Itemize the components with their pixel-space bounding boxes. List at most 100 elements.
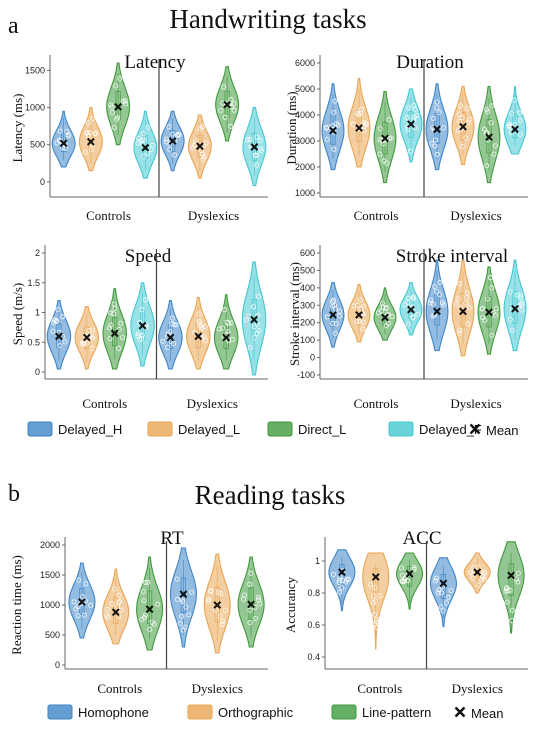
data-point bbox=[384, 160, 390, 166]
data-point bbox=[436, 109, 442, 115]
data-point bbox=[440, 608, 446, 614]
mean-marker bbox=[439, 579, 448, 588]
chart-title: Speed bbox=[125, 246, 172, 267]
mean-marker bbox=[338, 568, 346, 577]
data-point bbox=[203, 140, 209, 146]
data-point bbox=[258, 146, 264, 152]
data-point bbox=[463, 300, 469, 306]
data-point bbox=[435, 590, 441, 596]
y-tick-label: 1000 bbox=[295, 188, 315, 198]
data-point bbox=[509, 607, 515, 613]
data-point bbox=[398, 565, 404, 571]
legend-swatch bbox=[267, 421, 293, 437]
data-point bbox=[192, 329, 198, 335]
mean-marker bbox=[138, 321, 147, 330]
data-point bbox=[456, 330, 462, 336]
data-point bbox=[511, 97, 517, 103]
data-point bbox=[231, 101, 237, 107]
y-tick-label: -100 bbox=[297, 370, 315, 380]
legend-item-delayed-l: Delayed_L bbox=[147, 421, 240, 437]
y-axis-label: Stroke interval (ms) bbox=[287, 262, 302, 366]
data-point bbox=[116, 345, 122, 351]
data-point bbox=[75, 613, 81, 619]
data-point bbox=[380, 304, 386, 310]
data-point bbox=[441, 302, 447, 308]
data-point bbox=[410, 296, 416, 302]
data-point bbox=[231, 107, 237, 113]
data-point bbox=[222, 607, 228, 613]
mean-marker bbox=[111, 608, 120, 617]
data-point bbox=[116, 326, 122, 332]
data-point bbox=[493, 306, 499, 312]
data-point bbox=[410, 294, 416, 300]
mean-marker bbox=[407, 305, 415, 314]
y-tick-label: 0.4 bbox=[307, 652, 320, 662]
data-point bbox=[225, 329, 231, 335]
data-point bbox=[485, 296, 491, 302]
data-point bbox=[491, 151, 497, 157]
data-point bbox=[439, 590, 445, 596]
data-point bbox=[248, 570, 254, 576]
data-point bbox=[89, 345, 95, 351]
data-point bbox=[337, 589, 343, 595]
violin-direct-l-controls bbox=[373, 287, 397, 341]
data-point bbox=[387, 135, 393, 141]
data-point bbox=[331, 146, 337, 152]
data-point bbox=[434, 99, 440, 105]
data-point bbox=[189, 145, 195, 151]
mean-marker bbox=[329, 126, 337, 135]
data-point bbox=[84, 130, 90, 136]
data-point bbox=[339, 585, 345, 591]
data-point bbox=[464, 290, 470, 296]
y-tick-label: 4000 bbox=[295, 110, 315, 120]
data-point bbox=[519, 300, 525, 306]
violin-delayed-h-dyslexics bbox=[158, 300, 183, 370]
data-point bbox=[430, 115, 436, 121]
data-point bbox=[93, 130, 99, 136]
data-point bbox=[199, 124, 205, 130]
chart-title: ACC bbox=[402, 528, 441, 549]
violin-orthographic-dyslexics bbox=[463, 552, 491, 594]
violin-box bbox=[251, 132, 257, 161]
y-tick-label: 0.8 bbox=[307, 588, 320, 598]
violin-direct-l-dyslexics bbox=[477, 85, 501, 184]
mean-marker bbox=[78, 598, 86, 606]
data-point bbox=[113, 83, 119, 89]
data-point bbox=[117, 75, 123, 81]
violin-delayed-f-dyslexics bbox=[503, 259, 527, 352]
data-point bbox=[247, 345, 253, 351]
data-point bbox=[358, 306, 364, 312]
data-point bbox=[254, 162, 260, 168]
data-point bbox=[354, 319, 360, 325]
data-point bbox=[202, 337, 208, 343]
data-point bbox=[457, 327, 463, 333]
violin-delayed-f-controls bbox=[130, 282, 155, 367]
data-point bbox=[485, 109, 491, 115]
data-point bbox=[457, 103, 463, 109]
mean-marker bbox=[459, 122, 467, 131]
y-tick-label: 2 bbox=[35, 248, 40, 258]
data-point bbox=[50, 328, 56, 334]
data-point bbox=[189, 589, 195, 595]
data-point bbox=[116, 592, 122, 598]
data-point bbox=[434, 151, 440, 157]
data-point bbox=[109, 104, 115, 110]
violin-box bbox=[508, 563, 514, 596]
y-tick-label: 2000 bbox=[40, 540, 60, 550]
data-point bbox=[140, 130, 146, 136]
data-point bbox=[141, 598, 147, 604]
violin-delayed-l-dyslexics bbox=[451, 85, 475, 165]
data-point bbox=[89, 334, 95, 340]
violin-delayed-l-dyslexics bbox=[451, 259, 475, 357]
data-point bbox=[443, 600, 449, 606]
mean-marker bbox=[55, 332, 63, 341]
data-point bbox=[218, 107, 224, 113]
data-point bbox=[489, 285, 495, 291]
data-point bbox=[377, 151, 383, 157]
data-point bbox=[411, 565, 417, 571]
data-point bbox=[140, 589, 146, 595]
y-tick-label: 100 bbox=[300, 335, 315, 345]
mean-marker bbox=[371, 573, 380, 581]
data-point bbox=[430, 301, 436, 307]
data-point bbox=[174, 132, 180, 138]
